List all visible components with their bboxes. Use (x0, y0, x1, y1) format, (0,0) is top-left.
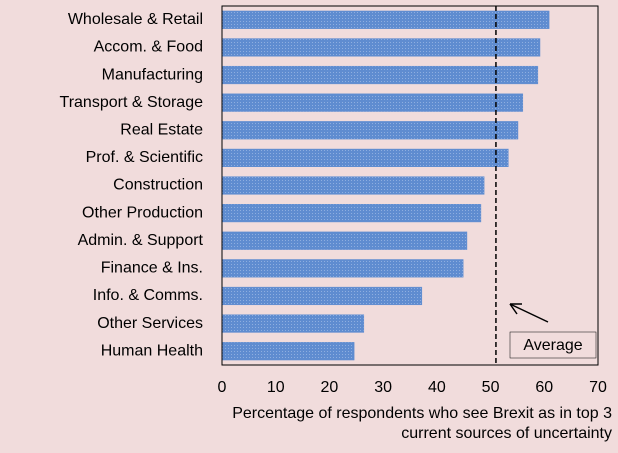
y-tick-label: Prof. & Scientific (86, 149, 203, 166)
annotation-arrowhead (509, 303, 522, 315)
x-tick-label: 40 (428, 379, 446, 396)
annotation: Average (523, 337, 582, 354)
x-tick-label: 50 (482, 379, 500, 396)
x-tick-label: 30 (374, 379, 392, 396)
x-axis-label-line: Percentage of respondents who see Brexit… (232, 405, 612, 422)
y-tick-label: Other Production (82, 204, 203, 221)
bar (221, 231, 468, 250)
bar (221, 38, 541, 57)
bar (221, 121, 519, 140)
y-tick-label: Manufacturing (102, 66, 203, 83)
y-tick-label: Wholesale & Retail (68, 11, 203, 28)
x-tick-label: 10 (267, 379, 285, 396)
y-tick-label: Transport & Storage (60, 94, 204, 111)
bar (221, 259, 464, 278)
bar (221, 342, 355, 361)
annotation-arrow (509, 303, 549, 323)
y-tick-label: Construction (113, 177, 203, 194)
annotation-box (509, 331, 597, 359)
y-tick-label: Finance & Ins. (101, 260, 203, 277)
y-tick-label: Info. & Comms. (93, 287, 203, 304)
y-tick-label: Admin. & Support (78, 232, 204, 249)
bar (221, 314, 365, 333)
y-tick-label: Accom. & Food (94, 39, 203, 56)
bar (221, 286, 423, 306)
bar (221, 148, 509, 167)
bar (221, 65, 539, 85)
y-tick-label: Human Health (101, 342, 203, 359)
bar (221, 176, 485, 195)
plot-border (221, 5, 599, 366)
x-tick-label: 0 (218, 379, 227, 396)
x-axis-label-line: current sources of uncertainty (401, 425, 612, 442)
y-tick-label: Other Services (97, 315, 203, 332)
bar (221, 204, 482, 223)
x-tick-label: 70 (589, 379, 607, 396)
y-tick-label: Real Estate (120, 121, 203, 138)
bar (221, 10, 550, 29)
bar (221, 93, 524, 112)
x-tick-label: 60 (535, 379, 553, 396)
x-axis-label: Percentage of respondents who see Brexit… (232, 405, 612, 442)
x-tick-label: 20 (321, 379, 339, 396)
